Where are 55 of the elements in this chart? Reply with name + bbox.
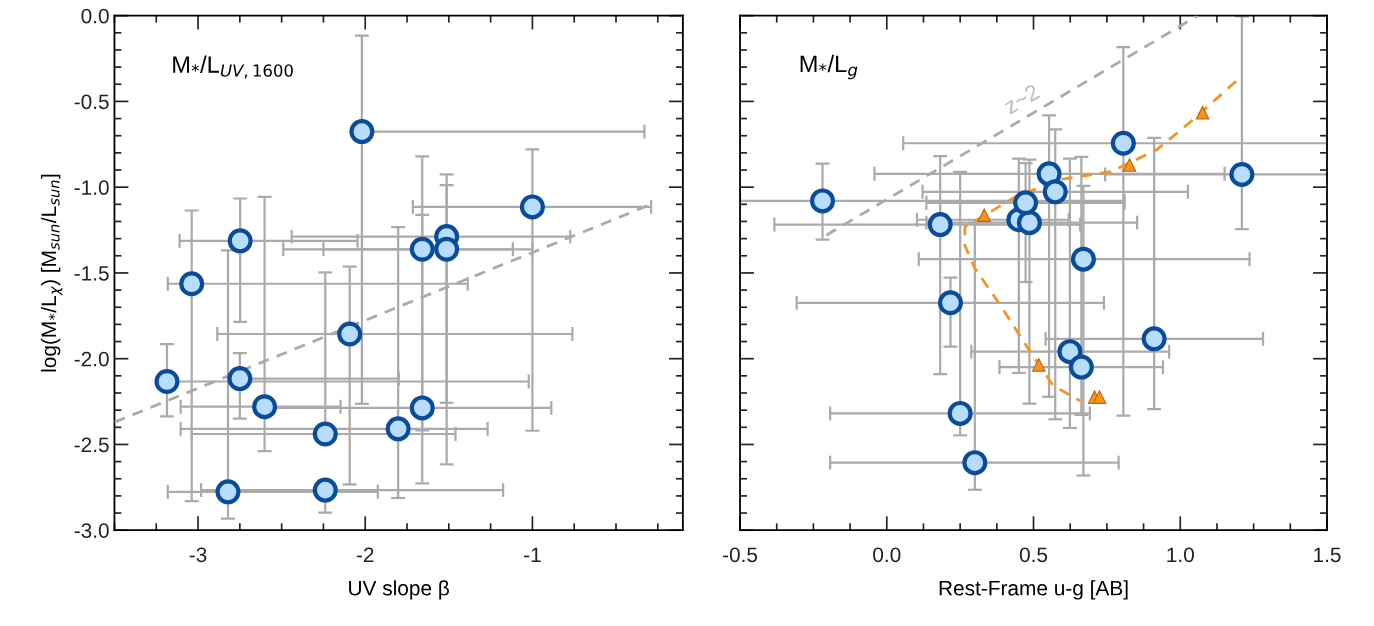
point [1122,158,1137,172]
point [519,194,545,220]
point [947,400,973,426]
point [312,421,338,447]
point [937,290,963,316]
point [962,450,988,476]
x-tick-label: -2 [356,547,374,562]
point [810,188,836,214]
point [227,228,253,254]
point [312,477,338,503]
point [179,271,205,297]
y-tick-label: -2.0 [74,351,109,367]
point [1057,339,1083,365]
x-axis-title: UV slope β [349,580,449,600]
point [252,394,278,420]
annotation: z~2 [1002,83,1041,115]
point [1141,326,1167,352]
point [215,479,241,505]
point [1042,179,1068,205]
annotation: M$_{*}$/L$_{UV,1600}$ [173,55,293,79]
point [1032,358,1046,372]
y-tick-label: -0.5 [74,94,109,110]
point [1070,246,1096,272]
point [227,366,253,392]
point [154,369,180,395]
x-tick-label: 1.0 [1167,547,1194,563]
y-tick-label: -1.0 [74,180,109,195]
point [1195,105,1210,120]
x-tick-label: -1 [524,547,541,562]
point [977,208,992,222]
y-tick-label: 0.0 [81,8,109,24]
x-tick-label: -0.5 [723,547,758,563]
point [1013,190,1039,216]
x-tick-label: 0.5 [1019,547,1048,563]
point [409,236,435,262]
x-tick-label: -3 [189,547,207,563]
point [349,119,375,145]
point [1068,354,1094,380]
text: log(M$_{*}$/L$_{χ}$) [M$_{sun}$/L$_{sun}$] [40,174,63,372]
x-axis-title: Rest-Frame u-g [AB] [939,580,1128,600]
y-tick-label: -3.0 [74,523,109,538]
y-tick-label: -2.5 [74,437,109,453]
point [1229,161,1255,187]
x-tick-label: 0.0 [873,547,901,563]
y-tick-label: -1.5 [74,266,109,281]
annotation: M$_{*}$/L$_{g}$ [800,54,858,80]
point [337,321,363,347]
point [1110,130,1136,156]
point [385,416,411,442]
point [1092,390,1107,404]
point [1016,210,1042,236]
point [927,212,953,238]
point [409,395,435,421]
x-tick-label: 1.5 [1314,547,1341,563]
point [434,236,460,262]
